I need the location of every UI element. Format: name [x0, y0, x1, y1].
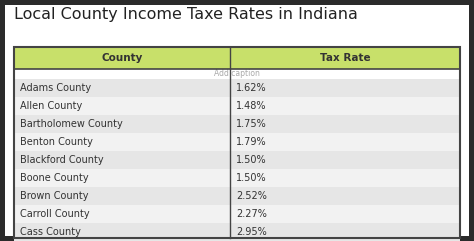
Bar: [14, 115, 460, 133]
Bar: [14, 187, 460, 205]
Text: Boone County: Boone County: [20, 173, 89, 183]
Text: Carroll County: Carroll County: [20, 209, 90, 219]
Text: 1.75%: 1.75%: [237, 119, 267, 129]
Text: Local County Income Taxe Rates in Indiana: Local County Income Taxe Rates in Indian…: [14, 7, 358, 22]
Text: 2.52%: 2.52%: [237, 191, 267, 201]
Text: Adams County: Adams County: [20, 83, 91, 93]
Text: 1.62%: 1.62%: [237, 83, 267, 93]
Text: Brown County: Brown County: [20, 191, 89, 201]
Bar: [14, 97, 460, 115]
Text: Add caption: Add caption: [214, 69, 260, 79]
Text: Bartholomew County: Bartholomew County: [20, 119, 123, 129]
Text: Allen County: Allen County: [20, 101, 82, 111]
Text: 1.79%: 1.79%: [237, 137, 267, 147]
Text: 2.27%: 2.27%: [237, 209, 267, 219]
Text: 1.50%: 1.50%: [237, 155, 267, 165]
Bar: [14, 133, 460, 151]
Bar: [14, 79, 460, 97]
Text: Tax Rate: Tax Rate: [320, 53, 371, 63]
Text: 1.50%: 1.50%: [237, 173, 267, 183]
Text: 1.48%: 1.48%: [237, 101, 267, 111]
Text: Benton County: Benton County: [20, 137, 93, 147]
Bar: [14, 169, 460, 187]
Bar: [14, 47, 460, 238]
Bar: [14, 223, 460, 241]
Text: Cass County: Cass County: [20, 227, 81, 237]
Bar: [14, 151, 460, 169]
Text: County: County: [101, 53, 143, 63]
Text: 2.95%: 2.95%: [237, 227, 267, 237]
Bar: [14, 47, 460, 69]
Text: Blackford County: Blackford County: [20, 155, 104, 165]
Bar: [14, 205, 460, 223]
